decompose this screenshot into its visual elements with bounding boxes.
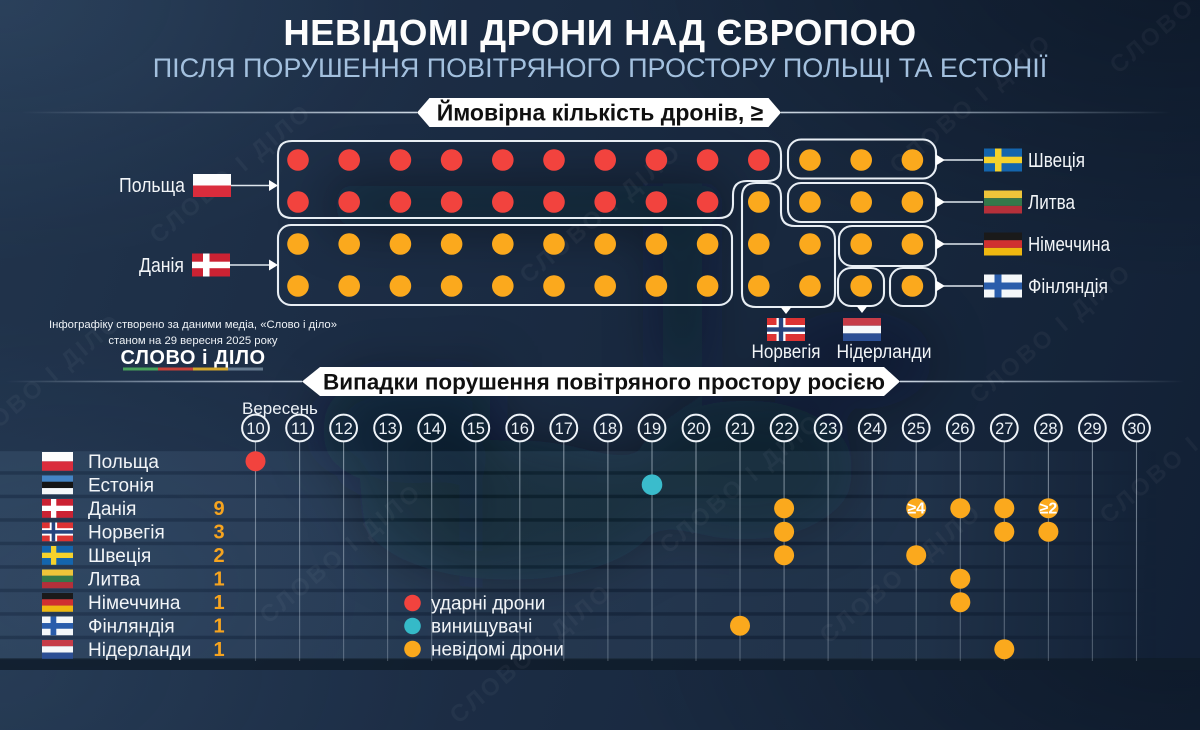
svg-text:Польща: Польща bbox=[88, 452, 159, 473]
svg-text:Вересень: Вересень bbox=[242, 399, 318, 418]
svg-text:Данія: Данія bbox=[139, 255, 184, 277]
svg-text:16: 16 bbox=[511, 420, 529, 438]
svg-text:≥2: ≥2 bbox=[1040, 501, 1058, 518]
svg-text:24: 24 bbox=[863, 420, 881, 438]
svg-text:Литва: Литва bbox=[88, 570, 141, 591]
svg-text:30: 30 bbox=[1127, 420, 1145, 438]
svg-text:Фінляндія: Фінляндія bbox=[88, 617, 175, 638]
svg-text:10: 10 bbox=[246, 420, 264, 438]
svg-text:18: 18 bbox=[599, 420, 617, 438]
svg-text:винищувачі: винищувачі bbox=[431, 617, 532, 638]
svg-text:1: 1 bbox=[213, 639, 224, 661]
svg-text:28: 28 bbox=[1039, 420, 1057, 438]
svg-text:Німеччина: Німеччина bbox=[88, 593, 181, 614]
svg-text:СЛОВО і ДІЛО: СЛОВО і ДІЛО bbox=[120, 347, 265, 369]
svg-text:Нідерланди: Нідерланди bbox=[88, 640, 191, 661]
svg-text:станом на 29 вересня 2025 року: станом на 29 вересня 2025 року bbox=[108, 335, 278, 347]
svg-text:≥4: ≥4 bbox=[907, 501, 925, 518]
svg-text:14: 14 bbox=[423, 420, 441, 438]
svg-text:23: 23 bbox=[819, 420, 837, 438]
svg-text:13: 13 bbox=[378, 420, 396, 438]
svg-text:ПІСЛЯ ПОРУШЕННЯ ПОВІТРЯНОГО ПР: ПІСЛЯ ПОРУШЕННЯ ПОВІТРЯНОГО ПРОСТОРУ ПОЛ… bbox=[153, 53, 1048, 83]
svg-text:Фінляндія: Фінляндія bbox=[1028, 276, 1108, 298]
svg-text:1: 1 bbox=[213, 592, 224, 614]
svg-text:25: 25 bbox=[907, 420, 925, 438]
svg-text:27: 27 bbox=[995, 420, 1013, 438]
svg-text:20: 20 bbox=[687, 420, 705, 438]
svg-text:НЕВІДОМІ ДРОНИ НАД ЄВРОПОЮ: НЕВІДОМІ ДРОНИ НАД ЄВРОПОЮ bbox=[283, 12, 916, 53]
svg-text:Швеція: Швеція bbox=[88, 546, 151, 567]
svg-text:3: 3 bbox=[213, 522, 224, 544]
svg-text:22: 22 bbox=[775, 420, 793, 438]
svg-text:19: 19 bbox=[643, 420, 661, 438]
svg-text:1: 1 bbox=[213, 616, 224, 638]
svg-text:Німеччина: Німеччина bbox=[1028, 234, 1111, 256]
svg-text:21: 21 bbox=[731, 420, 749, 438]
svg-text:ударні дрони: ударні дрони bbox=[431, 594, 545, 615]
svg-text:11: 11 bbox=[291, 420, 308, 438]
svg-text:Норвегія: Норвегія bbox=[752, 342, 821, 363]
svg-text:Естонія: Естонія bbox=[88, 476, 154, 497]
svg-text:26: 26 bbox=[951, 420, 969, 438]
svg-text:Інфографіку створено за даними: Інфографіку створено за даними медіа, «С… bbox=[49, 319, 337, 331]
svg-text:Нідерланди: Нідерланди bbox=[837, 342, 932, 363]
svg-text:Данія: Данія bbox=[88, 499, 136, 520]
svg-text:12: 12 bbox=[334, 420, 352, 438]
svg-text:15: 15 bbox=[467, 420, 485, 438]
svg-text:Швеція: Швеція bbox=[1028, 150, 1085, 172]
svg-text:Випадки порушення повітряного: Випадки порушення повітряного простору р… bbox=[323, 370, 885, 395]
svg-text:Норвегія: Норвегія bbox=[88, 523, 165, 544]
svg-text:Ймовірна кількість дронів, ≥: Ймовірна кількість дронів, ≥ bbox=[437, 99, 764, 126]
svg-text:9: 9 bbox=[213, 498, 224, 520]
svg-text:17: 17 bbox=[555, 420, 573, 438]
svg-text:Литва: Литва bbox=[1028, 192, 1076, 214]
svg-text:Польща: Польща bbox=[119, 175, 186, 197]
svg-text:29: 29 bbox=[1083, 420, 1101, 438]
svg-text:2: 2 bbox=[213, 545, 224, 567]
svg-text:невідомі дрони: невідомі дрони bbox=[431, 640, 564, 661]
svg-text:1: 1 bbox=[213, 569, 224, 591]
